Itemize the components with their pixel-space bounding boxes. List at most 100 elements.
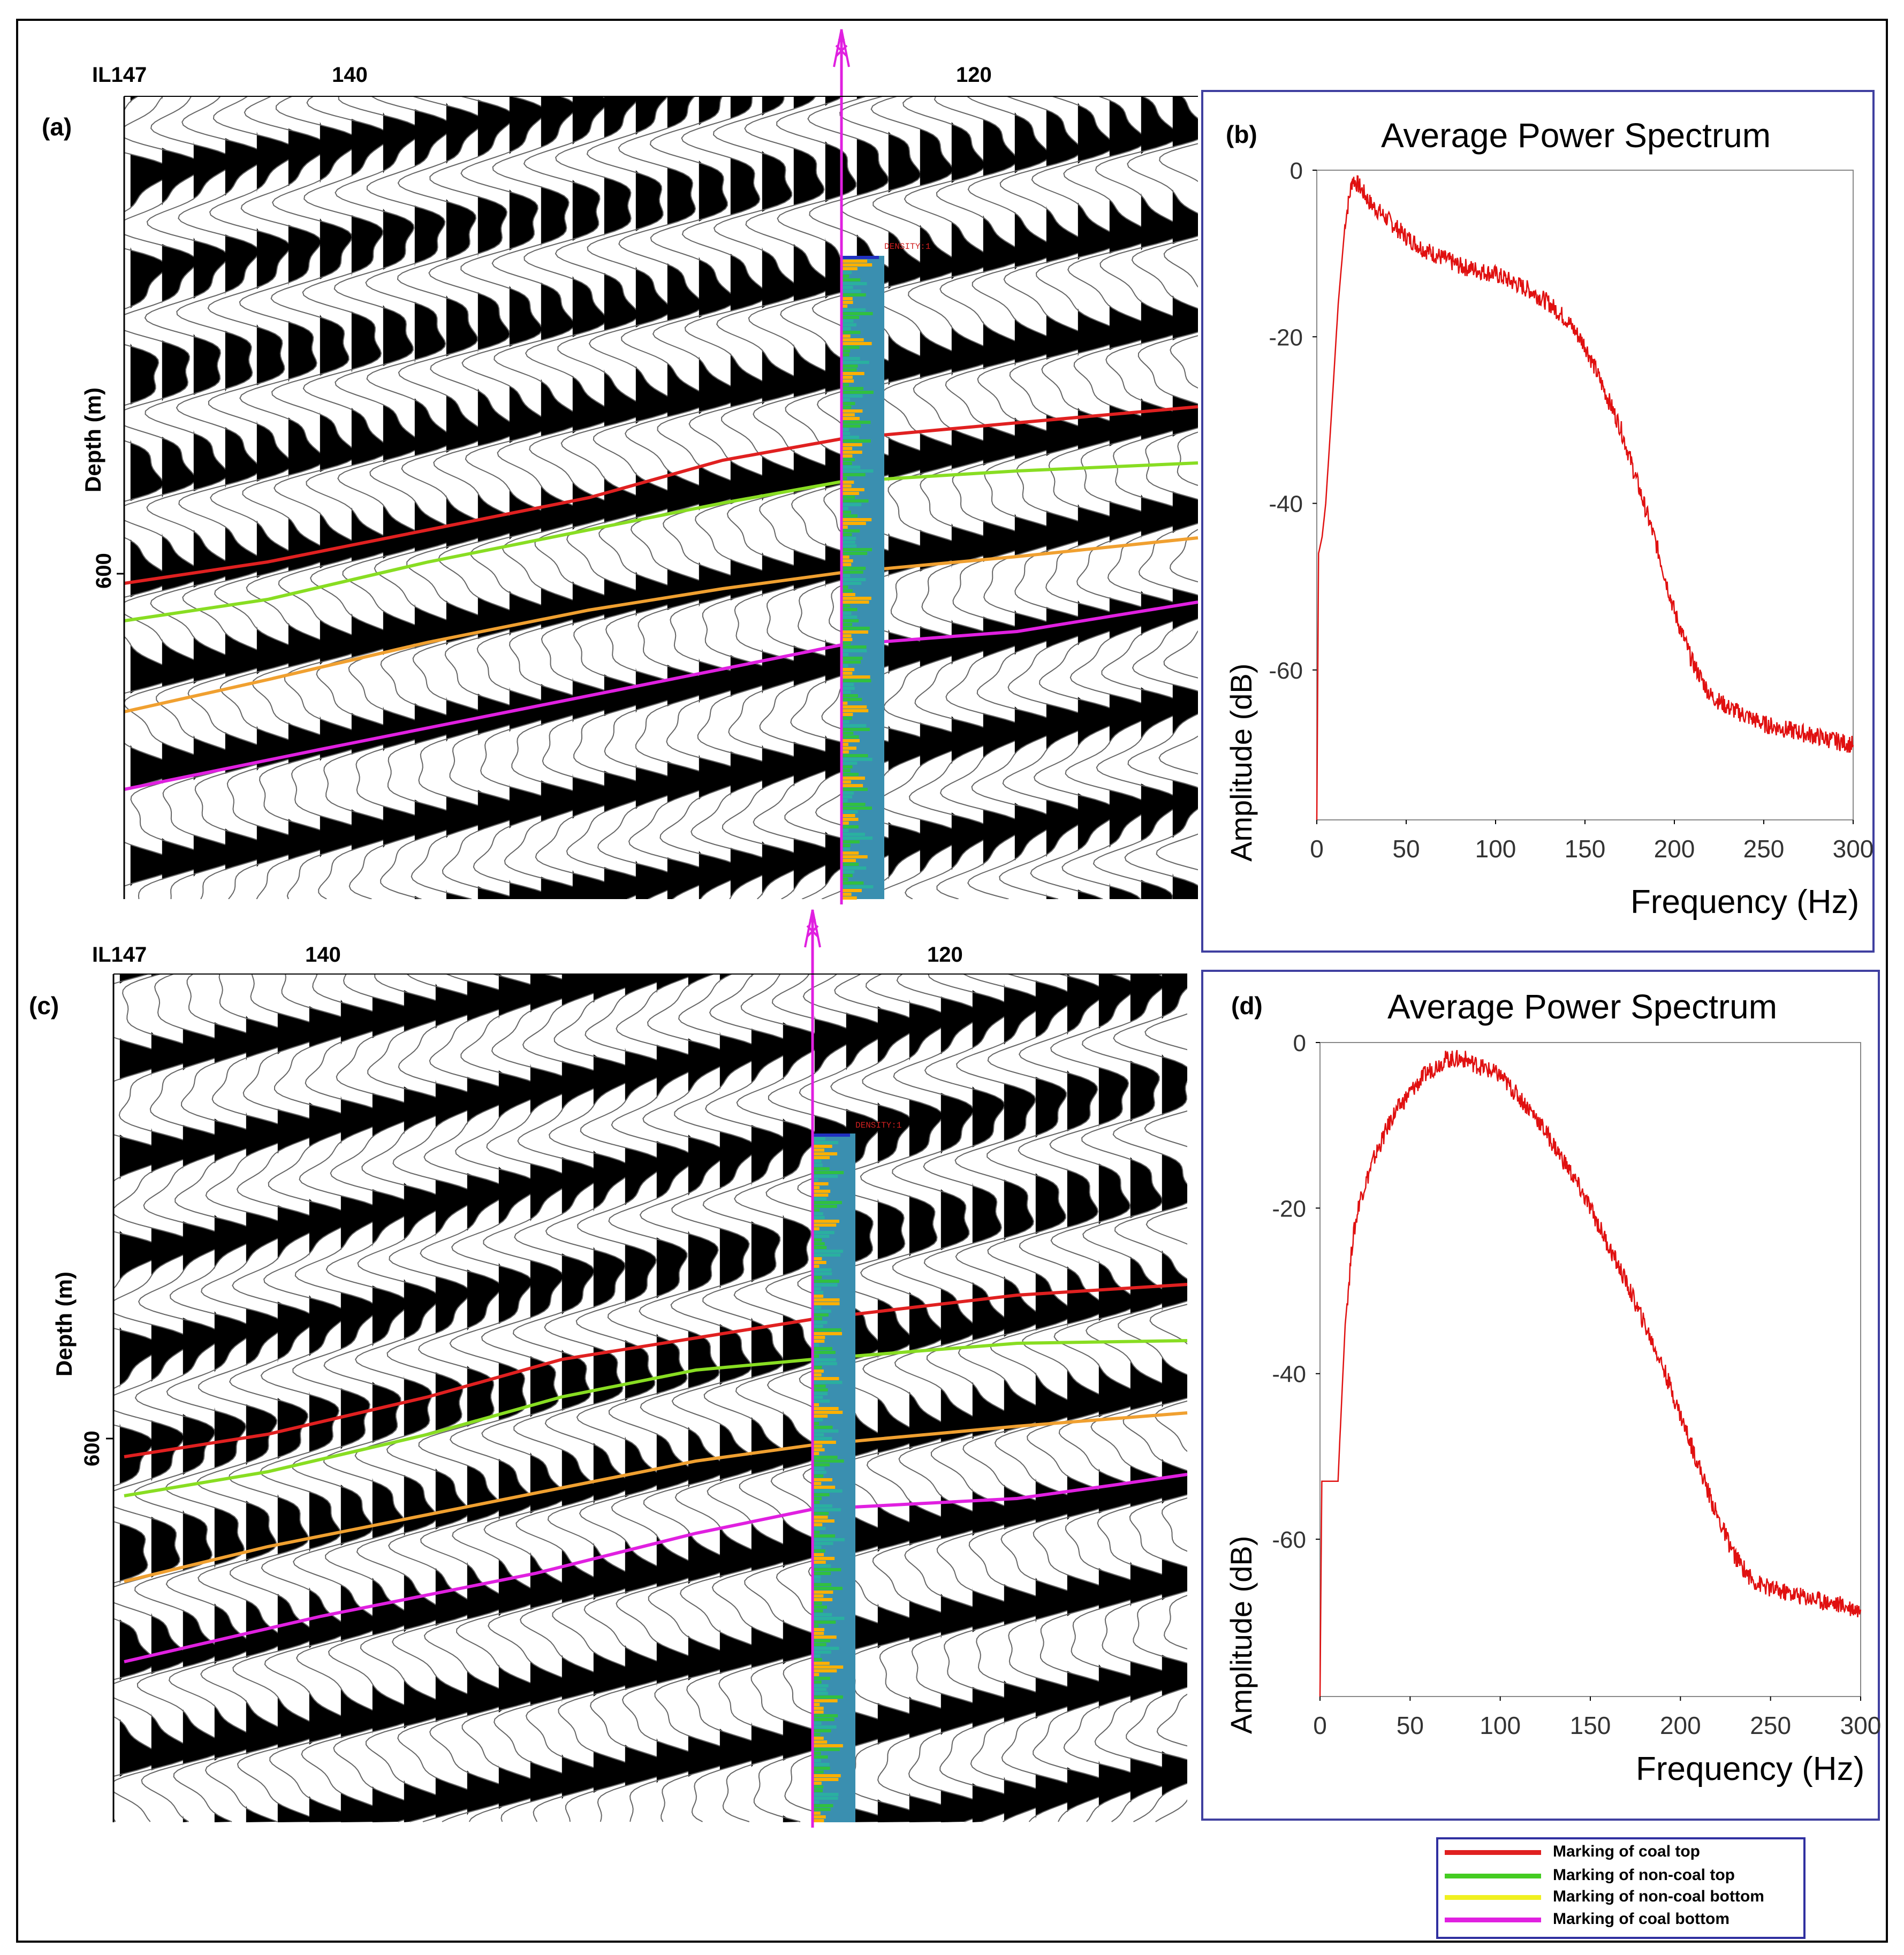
seismic-trace-fill [162,96,211,899]
log-bar [841,630,868,634]
x-tick-label: 100 [1475,835,1516,863]
log-bar [841,732,854,735]
panel-b-label: (b) [1226,120,1257,148]
log-bar [841,728,870,731]
log-top-cap [841,256,879,259]
seismic-trace-fill [909,974,958,1822]
log-bar [841,436,859,439]
log-bar [813,1351,836,1354]
log-bar [841,675,870,679]
log-bar [841,293,866,296]
log-bar [813,1725,837,1729]
log-bar [841,320,854,323]
log-bar [813,1553,824,1556]
seismic-trace-fill [214,974,263,1822]
log-bar [813,1441,836,1444]
seismic-trace [270,96,370,899]
log-bar [841,803,866,806]
log-bar [813,1635,837,1639]
log-bar [813,1216,825,1219]
log-bar [813,1489,843,1493]
y-tick-label: -40 [1272,1361,1306,1388]
seismic-trace [765,974,864,1822]
log-bar [841,833,865,836]
seismic-trace-fill [656,974,706,1822]
log-bar [841,829,849,832]
seismic-trace [460,96,559,899]
seismic-trace-fill [1172,96,1198,899]
il-tick-147-a: IL147 [92,63,147,87]
seismic-trace-fill [920,96,969,899]
log-bar [841,278,861,282]
log-bar [841,406,852,409]
log-bar [841,896,857,900]
log-bar [841,600,869,604]
spectrum-curve [1319,1049,1862,1697]
log-bar [813,1699,838,1702]
seismic-trace-fill [825,96,874,899]
log-bar [813,1598,833,1601]
il-tick-120-a: 120 [956,63,992,87]
log-bar [813,1167,830,1170]
log-bar [841,439,871,443]
seismic-trace [733,974,832,1822]
log-bar [841,664,848,667]
log-bar [841,533,852,536]
log-bar [813,1358,836,1361]
seismic-trace [365,96,464,899]
noncoal-top-horizon [124,461,1198,622]
seismic-trace-fill [793,96,843,899]
log-bar [841,773,859,776]
density-log-tag-a: DENSITY:1 [884,242,931,252]
log-bar [813,1512,829,1515]
log-bar [841,368,857,371]
log-bar [841,364,858,368]
seismic-trace-fill [1078,96,1127,899]
coal-top-horizon [124,405,1198,585]
log-bar [841,893,852,896]
log-bar [841,762,858,765]
log-bar [813,1755,828,1759]
log-bar [841,342,872,345]
seismic-trace-fill [562,974,610,1822]
log-bar [841,518,872,521]
panel-a-label: (a) [42,113,72,141]
x-tick-label: 250 [1750,1711,1791,1739]
log-bar [813,1246,827,1249]
log-bar [813,1396,823,1399]
log-bar [813,1737,824,1740]
well-derrick-icon [804,909,821,948]
log-bar [813,1688,826,1691]
plot-area [1316,170,1854,820]
seismic-trace [954,974,1053,1822]
legend-item-coal-top: Marking of coal top [1438,1842,1802,1863]
log-bar [841,541,855,544]
log-bar [813,1392,828,1395]
log-bar [813,1253,840,1257]
log-bar [841,851,859,855]
log-bar [841,297,853,300]
log-bar [841,612,852,615]
log-bar [813,1227,820,1230]
log-bar [841,454,853,458]
log-bar [813,1628,824,1631]
log-bar [813,1782,822,1785]
log-bar [841,608,858,611]
log-bar [813,1448,825,1451]
log-bar [813,1231,835,1234]
il-tick-140-c: 140 [305,943,341,967]
seismic-trace-fill [1130,974,1179,1822]
seismic-trace-fill [477,96,527,899]
log-bar [841,473,866,476]
log-bar [841,349,851,353]
log-bar [813,1748,840,1751]
log-bar [813,1411,843,1414]
log-bar [813,1171,844,1174]
log-bar [813,1355,819,1358]
seismic-trace-fill [667,96,716,899]
log-bar [813,1587,843,1590]
seismic-trace [196,974,295,1822]
seismic-trace-fill [719,974,769,1822]
seismic-trace [397,96,496,899]
log-bar [841,492,859,495]
